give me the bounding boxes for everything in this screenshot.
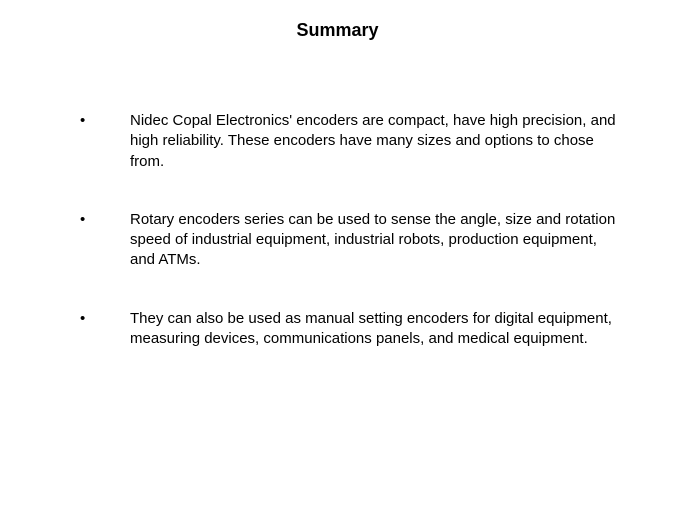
summary-list: Nidec Copal Electronics' encoders are co… [50, 111, 625, 349]
list-item: Rotary encoders series can be used to se… [80, 210, 625, 271]
list-item: Nidec Copal Electronics' encoders are co… [80, 111, 625, 172]
list-item: They can also be used as manual setting … [80, 309, 625, 350]
page-title: Summary [50, 20, 625, 41]
